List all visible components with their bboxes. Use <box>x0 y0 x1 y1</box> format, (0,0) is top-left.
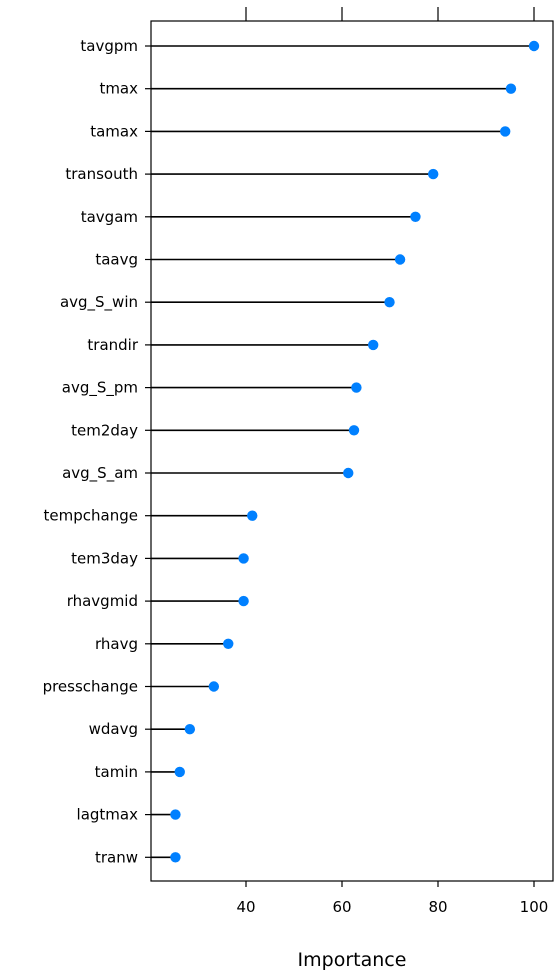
category-label: tempchange <box>44 507 138 525</box>
category-label: trandir <box>87 336 138 354</box>
point-wdavg <box>184 724 196 735</box>
category-label: tem2day <box>71 421 138 439</box>
category-label: tavgam <box>81 208 138 226</box>
point-tamax <box>500 126 511 137</box>
x-tick-label: 40 <box>236 898 255 916</box>
category-label: lagtmax <box>77 806 139 824</box>
bottom-axis-ticks <box>245 881 535 887</box>
point-transouth <box>428 168 439 180</box>
point-tem3day <box>238 553 249 564</box>
plot-frame <box>150 20 554 882</box>
point-lagtmax <box>170 809 181 820</box>
point-tavgam <box>410 211 421 222</box>
category-label: tranw <box>95 848 138 866</box>
point-tavgpm <box>528 40 540 52</box>
x-axis-title: Importance <box>298 949 407 971</box>
category-label: rhavg <box>95 635 138 653</box>
point-taavg <box>394 254 406 265</box>
point-trandir <box>368 339 379 351</box>
category-label: transouth <box>65 165 138 183</box>
category-label: wdavg <box>89 720 138 738</box>
point-tamin <box>174 766 185 778</box>
point-avg_S_pm <box>351 382 362 393</box>
category-label: tem3day <box>71 549 138 567</box>
lollipop-stems <box>151 45 534 859</box>
point-rhavg <box>223 638 234 649</box>
x-tick-label: 60 <box>332 898 351 916</box>
y-category-labels: tavgpm tmax tamax transouth tavgam taavg avg_S… <box>43 37 139 866</box>
point-presschange <box>208 681 220 692</box>
category-label: avg_S_win <box>60 293 138 312</box>
x-tick-labels: 40 60 80 100 <box>236 898 548 916</box>
category-label: tamin <box>95 763 138 781</box>
point-rhavgmid <box>238 595 249 607</box>
category-label: tmax <box>99 80 138 98</box>
category-label: tavgpm <box>80 37 138 55</box>
category-label: presschange <box>43 678 138 696</box>
x-tick-label: 80 <box>428 898 447 916</box>
category-label: avg_S_pm <box>62 379 138 398</box>
category-label: rhavgmid <box>67 592 138 610</box>
point-avg_S_win <box>384 297 395 308</box>
point-tranw <box>170 852 181 863</box>
category-label: avg_S_am <box>62 464 138 483</box>
x-tick-label: 100 <box>520 898 549 916</box>
category-label: tamax <box>90 122 138 140</box>
category-label: taavg <box>95 251 138 269</box>
point-tempchange <box>247 510 258 521</box>
point-tmax <box>505 83 517 94</box>
lollipop-points <box>170 40 540 863</box>
y-axis-ticks <box>145 45 151 858</box>
point-avg_S_am <box>343 467 354 479</box>
point-tem2day <box>348 425 360 436</box>
top-axis-ticks <box>245 7 535 21</box>
